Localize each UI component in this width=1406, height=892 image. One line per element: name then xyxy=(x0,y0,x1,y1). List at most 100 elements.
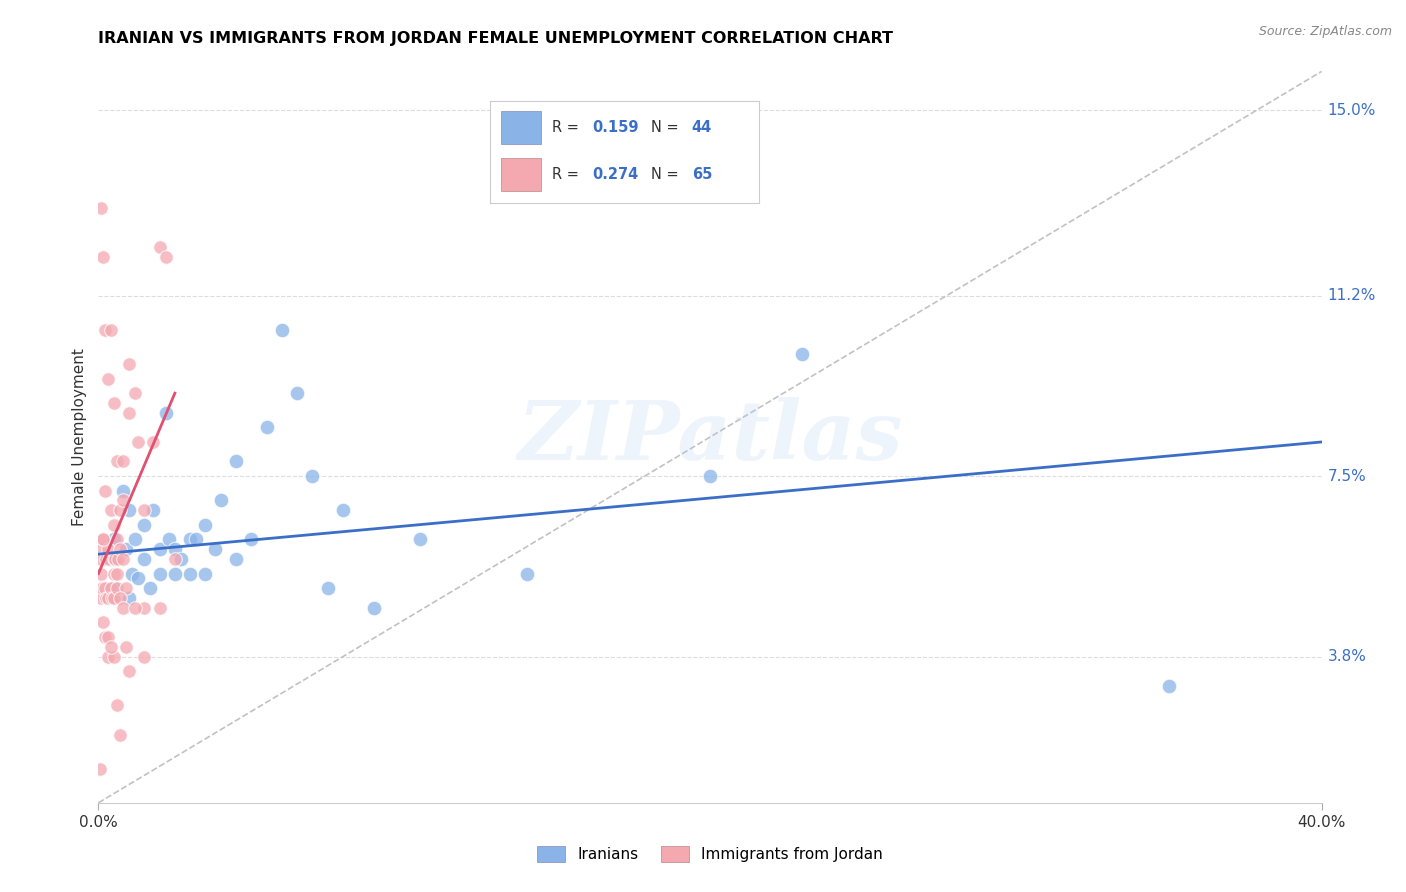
Point xyxy=(1157,679,1180,693)
Point xyxy=(107,552,129,566)
Point xyxy=(699,469,721,483)
Y-axis label: Female Unemployment: Female Unemployment xyxy=(72,348,87,526)
Point xyxy=(97,649,120,664)
Point xyxy=(97,371,120,385)
Point xyxy=(118,664,141,678)
Point xyxy=(111,600,134,615)
Point xyxy=(134,503,156,517)
Point xyxy=(94,591,117,605)
Point xyxy=(111,483,134,498)
Point xyxy=(118,406,141,420)
Point xyxy=(90,591,112,605)
Point xyxy=(97,630,120,644)
Point xyxy=(149,542,172,557)
Point xyxy=(104,552,127,566)
Point xyxy=(103,533,125,547)
Point xyxy=(100,503,122,517)
Text: IRANIAN VS IMMIGRANTS FROM JORDAN FEMALE UNEMPLOYMENT CORRELATION CHART: IRANIAN VS IMMIGRANTS FROM JORDAN FEMALE… xyxy=(98,31,893,46)
Point xyxy=(105,698,128,713)
Point xyxy=(108,503,131,517)
Point xyxy=(301,469,323,483)
Point xyxy=(576,161,599,176)
Point xyxy=(115,542,138,557)
Point xyxy=(89,542,111,557)
Point xyxy=(105,581,128,595)
Point xyxy=(408,533,430,547)
Point xyxy=(209,493,232,508)
Point xyxy=(103,566,125,581)
Point xyxy=(332,503,354,517)
Point xyxy=(105,533,128,547)
Point xyxy=(149,240,172,254)
Point xyxy=(316,581,339,595)
Point xyxy=(194,517,217,532)
Text: 11.2%: 11.2% xyxy=(1327,288,1376,303)
Point xyxy=(127,434,149,449)
Point xyxy=(111,552,134,566)
Text: ZIPatlas: ZIPatlas xyxy=(517,397,903,477)
Point xyxy=(91,581,114,595)
Point xyxy=(97,542,120,557)
Point xyxy=(155,406,177,420)
Point xyxy=(121,566,143,581)
Point xyxy=(90,201,112,215)
Point xyxy=(118,503,141,517)
Point xyxy=(179,566,201,581)
Point xyxy=(89,762,111,776)
Point xyxy=(100,323,122,337)
Point xyxy=(103,581,125,595)
Point xyxy=(155,250,177,264)
Point xyxy=(139,581,162,595)
Point xyxy=(790,347,813,361)
Point xyxy=(157,533,180,547)
Point xyxy=(516,566,538,581)
Point xyxy=(108,727,131,741)
Point xyxy=(225,552,247,566)
Text: 7.5%: 7.5% xyxy=(1327,468,1367,483)
Point xyxy=(105,566,128,581)
Point xyxy=(179,533,201,547)
Point xyxy=(93,581,115,595)
Point xyxy=(163,552,186,566)
Point xyxy=(124,600,146,615)
Point xyxy=(97,552,120,566)
Point xyxy=(118,591,141,605)
Point xyxy=(91,250,114,264)
Point xyxy=(91,615,114,630)
Point xyxy=(170,552,193,566)
Point xyxy=(100,581,122,595)
Point xyxy=(163,566,186,581)
Point xyxy=(134,552,156,566)
Point xyxy=(90,552,112,566)
Text: 15.0%: 15.0% xyxy=(1327,103,1376,118)
Point xyxy=(149,566,172,581)
Point xyxy=(124,533,146,547)
Point xyxy=(93,483,115,498)
Point xyxy=(103,552,125,566)
Point xyxy=(225,454,247,468)
Point xyxy=(91,533,114,547)
Point xyxy=(194,566,217,581)
Point xyxy=(101,591,124,605)
Point xyxy=(186,533,208,547)
Point xyxy=(127,572,149,586)
Point xyxy=(111,454,134,468)
Point xyxy=(124,386,146,401)
Text: Source: ZipAtlas.com: Source: ZipAtlas.com xyxy=(1258,25,1392,38)
Point xyxy=(105,454,128,468)
Point xyxy=(163,542,186,557)
Point xyxy=(134,517,156,532)
Point xyxy=(118,357,141,371)
Point xyxy=(285,386,308,401)
Point xyxy=(363,600,385,615)
Point xyxy=(240,533,263,547)
Point xyxy=(100,640,122,654)
Point xyxy=(115,640,138,654)
Point xyxy=(142,434,165,449)
Point xyxy=(204,542,226,557)
Point xyxy=(111,493,134,508)
Point xyxy=(108,591,131,605)
Point xyxy=(103,591,125,605)
Point xyxy=(103,396,125,410)
Point xyxy=(108,542,131,557)
